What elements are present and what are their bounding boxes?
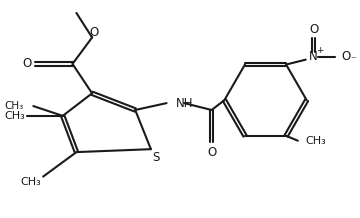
Text: NH: NH <box>176 97 194 110</box>
Text: ⁻: ⁻ <box>350 56 355 66</box>
Text: O: O <box>341 50 351 63</box>
Text: CH₃: CH₃ <box>4 101 23 111</box>
Text: O: O <box>207 146 216 159</box>
Text: N: N <box>309 50 318 63</box>
Text: O: O <box>23 57 32 70</box>
Text: CH₃: CH₃ <box>305 136 326 146</box>
Text: CH₃: CH₃ <box>21 177 41 187</box>
Text: CH₃: CH₃ <box>5 111 26 121</box>
Text: S: S <box>152 150 159 164</box>
Text: +: + <box>316 46 323 55</box>
Text: O: O <box>309 23 318 36</box>
Text: O: O <box>89 26 99 39</box>
